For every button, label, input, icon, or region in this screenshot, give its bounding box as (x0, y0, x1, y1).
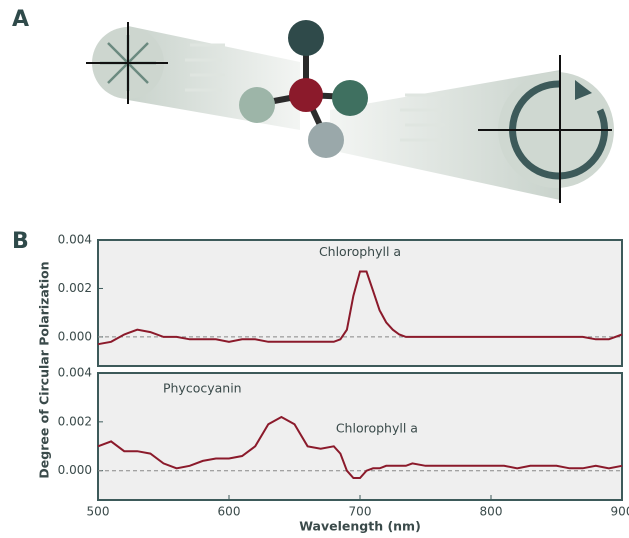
x-tick-label: 600 (218, 505, 241, 519)
y-tick-label: 0.000 (58, 329, 92, 343)
annotation: Phycocyanin (163, 381, 242, 396)
panel-label: B (12, 229, 29, 254)
data-line (97, 415, 623, 479)
x-tick-label: 900 (611, 505, 629, 519)
y-tick-label: 0.002 (58, 414, 92, 428)
annotation: Chlorophyll a (319, 244, 401, 259)
annotation: Chlorophyll a (336, 420, 418, 435)
panel-label: A (12, 7, 29, 32)
x-tick-label: 500 (87, 505, 110, 519)
y-tick-label: 0.000 (58, 463, 92, 477)
plot-area (97, 239, 623, 367)
schematic (86, 20, 614, 203)
y-axis-label: Degree of Circular Polarization (37, 261, 52, 478)
y-tick-label: 0.002 (58, 281, 92, 295)
y-tick-label: 0.004 (58, 366, 92, 380)
x-axis-label: Wavelength (nm) (299, 519, 421, 534)
x-tick-label: 700 (349, 505, 372, 519)
y-tick-label: 0.004 (58, 233, 92, 247)
x-tick-label: 800 (480, 505, 503, 519)
data-line (97, 270, 623, 346)
